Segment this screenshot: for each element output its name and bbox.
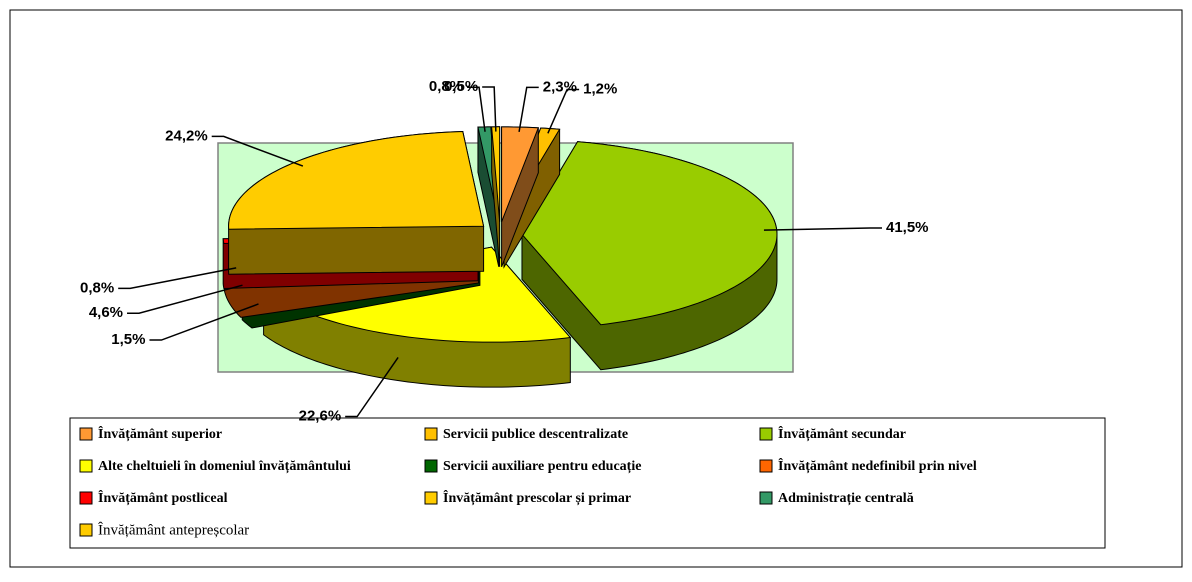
legend-swatch [759,427,773,441]
legend-label: Învățământ antepreșcolar [98,521,249,538]
legend-swatch [79,491,93,505]
leader-line [482,86,497,132]
legend-swatch [79,523,93,537]
legend-swatch [759,491,773,505]
leader-line [118,267,237,290]
data-label: 24,2% [165,127,208,144]
data-label: 2,3% [543,78,577,95]
leader-line [467,86,486,132]
legend-label: Învățământ superior [98,425,222,442]
data-label: 1,5% [111,331,145,348]
legend-label: Învățământ postliceal [98,489,228,506]
data-label: 1,2% [583,80,617,97]
legend-swatch [424,459,438,473]
leader-line [518,86,539,132]
legend-label: Învățământ nedefinibil prin nivel [778,457,977,474]
legend-swatch [424,427,438,441]
legend-swatch [79,427,93,441]
legend-swatch [424,491,438,505]
data-label: 0,5% [444,78,478,95]
legend-box [69,417,1106,549]
data-label: 41,5% [886,219,929,236]
legend-label: Învățământ secundar [778,425,906,442]
legend-label: Administrație centrală [778,491,914,506]
legend-swatch [759,459,773,473]
leader-line [763,227,882,231]
data-label: 0,8% [80,279,114,296]
legend-swatch [79,459,93,473]
legend-label: Învățământ prescolar și primar [443,489,631,506]
leader-line [211,135,304,167]
legend-label: Servicii auxiliare pentru educație [443,459,641,474]
leader-line [547,88,580,134]
data-label: 0,8% [429,78,463,95]
legend-label: Alte cheltuieli în domeniul învățământul… [98,459,351,474]
data-label: 4,6% [89,304,123,321]
legend-label: Servicii publice descentralizate [443,427,628,442]
leader-line [149,303,259,341]
data-label: 22,6% [299,408,342,425]
leader-line [345,357,399,418]
leader-line [127,284,243,314]
